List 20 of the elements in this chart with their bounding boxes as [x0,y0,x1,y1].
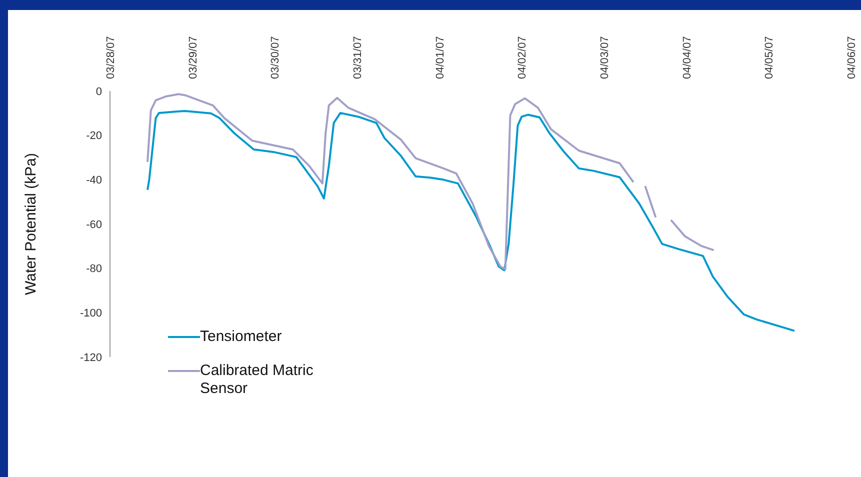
x-tick-label: 03/30/07 [270,36,282,79]
x-tick-label: 03/31/07 [352,36,364,79]
legend-label: Tensiometer [200,328,283,346]
y-tick-label: -60 [86,218,102,231]
y-tick-label: -20 [86,130,102,142]
x-tick-label: 04/04/07 [681,36,694,79]
x-tick-label: 03/29/07 [187,36,200,79]
y-tick-label: 0 [96,86,102,98]
x-tick-label: 04/05/07 [764,36,776,79]
y-axis-title: Water Potential (kPa) [22,153,40,295]
x-tick-label: 04/02/07 [516,36,529,79]
y-tick-label: -120 [80,352,102,364]
y-tick-label: -100 [80,308,102,320]
x-tick-label: 04/03/07 [599,36,611,79]
y-tick-label: -40 [86,174,102,187]
x-tick-label: 04/06/07 [846,36,858,79]
x-tick-label: 04/01/07 [434,36,446,79]
x-tick-label: 03/28/07 [105,36,117,79]
legend-label: Calibrated Matric Sensor [200,362,314,398]
y-tick-label: -80 [86,263,102,276]
